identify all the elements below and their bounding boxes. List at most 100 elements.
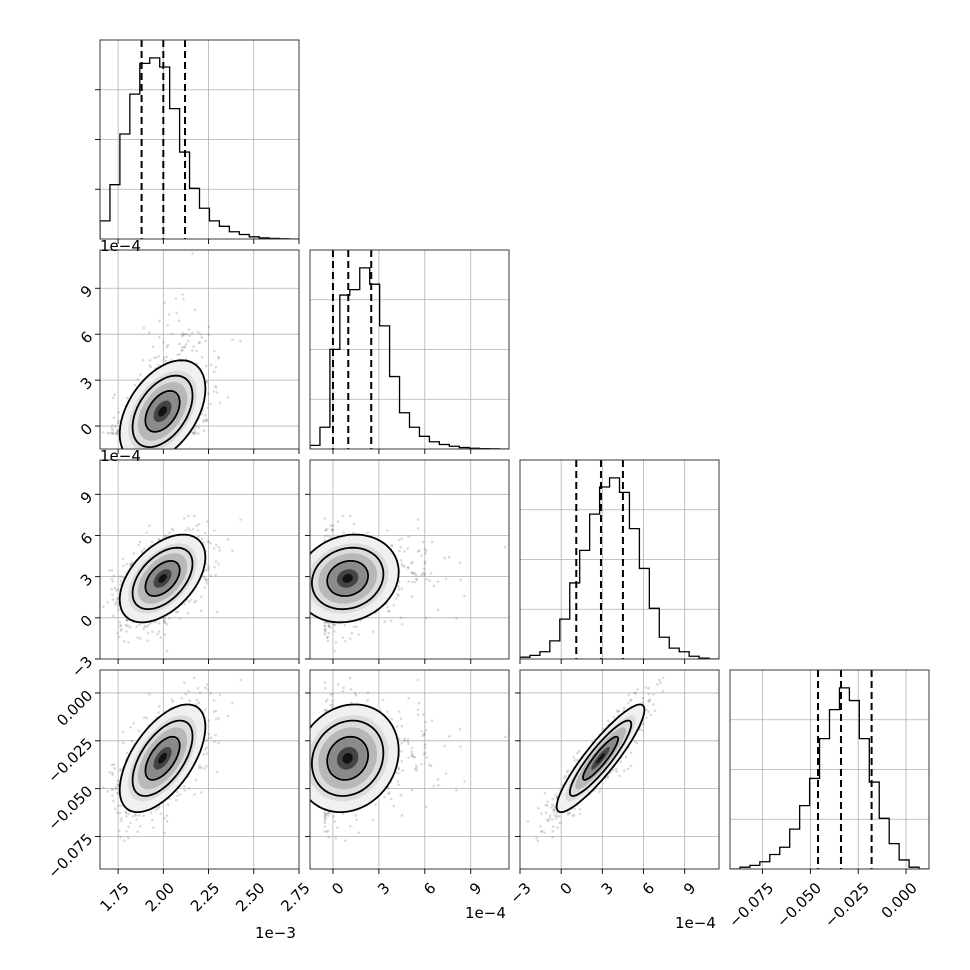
scatter-point xyxy=(122,741,125,745)
scatter-point xyxy=(355,818,358,821)
scatter-point xyxy=(163,831,167,834)
scatter-point xyxy=(348,514,352,518)
scatter-point xyxy=(334,836,338,840)
scatter-point xyxy=(420,573,423,577)
scatter-point xyxy=(106,790,109,793)
scatter-point xyxy=(413,571,416,575)
scatter-point xyxy=(205,739,208,742)
scatter-point xyxy=(148,524,151,527)
scatter-point xyxy=(125,619,129,622)
scatter-point xyxy=(215,770,219,774)
scatter-point xyxy=(142,547,146,551)
scatter-point xyxy=(110,587,113,591)
scatter-point xyxy=(207,736,210,740)
scatter-point xyxy=(421,734,425,737)
scatter-point xyxy=(407,566,410,570)
scatter-point xyxy=(323,621,327,625)
scatter-point xyxy=(164,359,168,363)
scatter-point xyxy=(142,814,145,818)
scatter-point xyxy=(327,811,331,814)
scatter-point xyxy=(390,543,393,547)
scatter-point xyxy=(195,349,198,353)
scatter-point xyxy=(323,629,327,632)
scatter-point xyxy=(203,577,207,580)
scatter-point xyxy=(112,574,116,577)
scatter-point xyxy=(195,424,198,428)
scatter-point xyxy=(205,417,208,421)
scatter-point xyxy=(145,531,149,534)
scatter-point xyxy=(341,636,345,639)
scatter-point xyxy=(184,692,187,696)
scatter-point xyxy=(407,535,411,538)
scatter-point xyxy=(415,764,418,768)
scatter-point xyxy=(394,597,398,600)
scatter-point xyxy=(447,555,451,559)
panel-content xyxy=(100,460,299,659)
scatter-point xyxy=(180,345,184,349)
scatter-point xyxy=(116,597,119,601)
y-tick-label: 6 xyxy=(77,328,96,347)
scatter-point xyxy=(205,581,209,585)
scatter-point xyxy=(119,623,123,627)
scatter-point xyxy=(205,568,208,572)
panel-frame xyxy=(99,669,300,870)
scatter-point xyxy=(331,703,335,706)
scatter-point xyxy=(148,331,151,335)
scatter-point xyxy=(102,431,105,434)
scatter-point xyxy=(323,814,327,818)
panel-2-1 xyxy=(305,459,510,664)
scatter-point xyxy=(342,531,345,535)
scatter-point xyxy=(415,573,418,577)
scatter-point xyxy=(436,580,440,583)
contour-line-0 xyxy=(118,359,207,449)
scatter-point xyxy=(397,585,400,588)
scatter-point xyxy=(128,626,132,629)
scatter-point xyxy=(163,621,166,625)
scatter-point xyxy=(200,336,204,339)
scatter-point xyxy=(165,355,169,359)
scatter-point xyxy=(430,540,434,544)
histogram-2 xyxy=(520,477,719,659)
scatter-point xyxy=(114,787,118,791)
scatter-point xyxy=(125,619,129,622)
scatter-point xyxy=(102,605,105,608)
scatter-point xyxy=(192,664,195,667)
scatter-point xyxy=(178,342,181,346)
scatter-point xyxy=(207,567,211,571)
scatter-point xyxy=(137,814,141,817)
scatter-point xyxy=(202,418,206,422)
scatter-point xyxy=(205,765,208,768)
scatter-point xyxy=(182,297,185,301)
scatter-point xyxy=(415,578,419,582)
scatter-point xyxy=(142,627,145,631)
panel-frame xyxy=(99,459,300,660)
scatter-point xyxy=(191,527,195,531)
scatter-point xyxy=(333,820,337,823)
scatter-point xyxy=(188,699,192,703)
scatter-point xyxy=(217,545,221,549)
scatter-point xyxy=(204,339,207,343)
y-tick-label: 0 xyxy=(77,420,96,439)
scatter-point xyxy=(399,616,403,620)
scatter-point xyxy=(113,586,116,590)
y-tick-label: 6 xyxy=(77,529,96,548)
scatter-point xyxy=(325,527,329,531)
scatter-point xyxy=(410,788,414,792)
scatter-point xyxy=(417,549,421,553)
scatter-point xyxy=(171,528,175,532)
scatter-point xyxy=(205,683,209,686)
scatter-point xyxy=(403,550,406,553)
y-tick-label: 0 xyxy=(77,611,96,630)
scatter-point xyxy=(111,432,115,435)
scatter-point xyxy=(197,522,201,526)
scatter-point xyxy=(397,538,401,542)
scatter-point xyxy=(213,529,216,532)
scatter-point xyxy=(413,580,417,584)
scatter-point xyxy=(162,358,166,362)
scatter-point xyxy=(348,825,352,828)
scatter-point xyxy=(200,537,204,540)
scatter-point xyxy=(423,560,427,563)
y-tick-label: −0.050 xyxy=(44,782,96,834)
